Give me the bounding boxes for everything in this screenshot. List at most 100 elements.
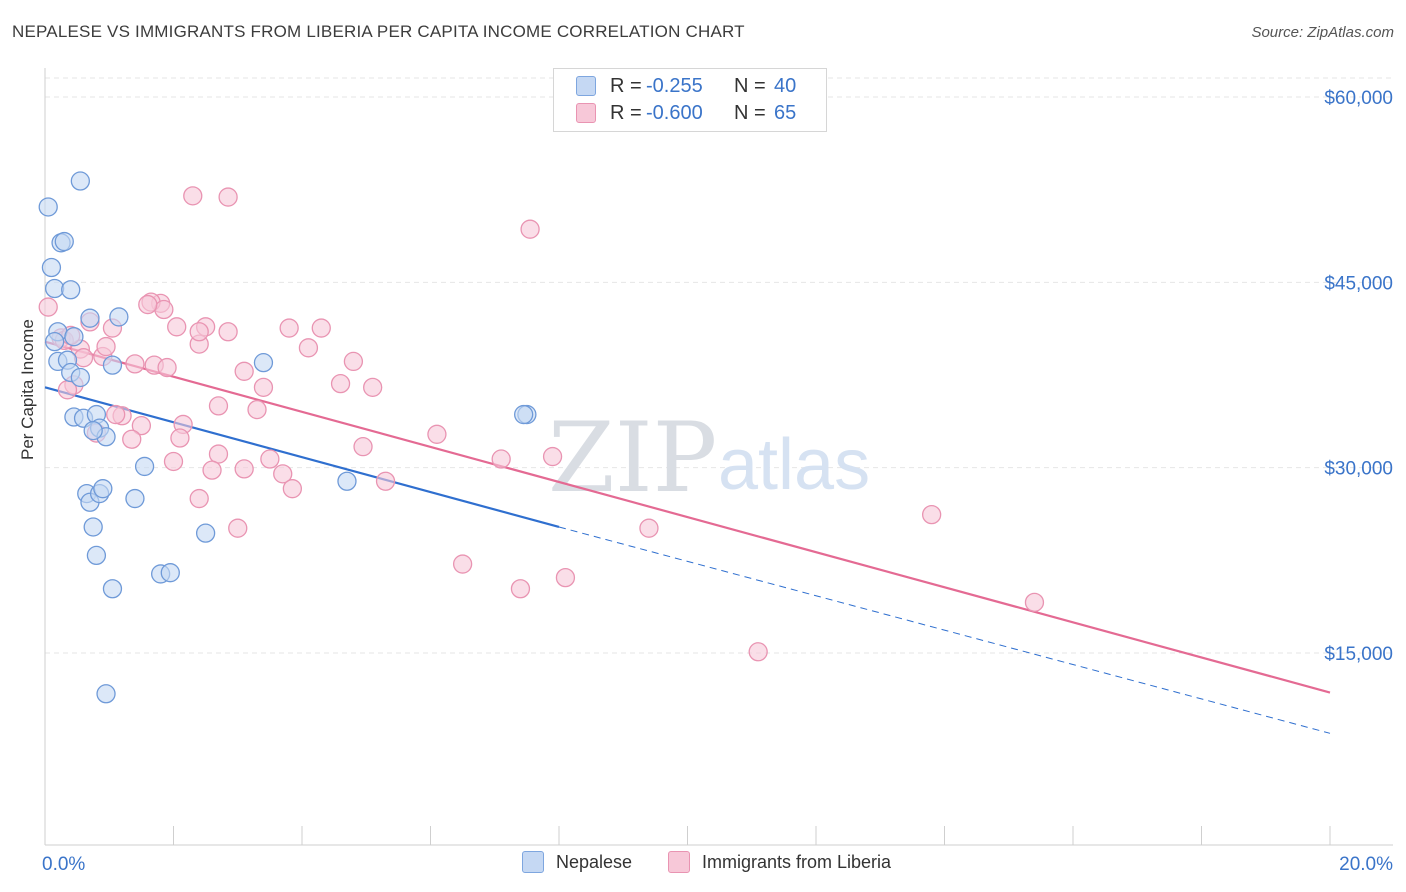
- point-liberia: [427, 424, 447, 444]
- legend-item-nepalese: Nepalese: [522, 851, 632, 873]
- trend-line-nepalese: [44, 386, 560, 529]
- legend-swatch-pink: [668, 851, 690, 873]
- source-label: Source: ZipAtlas.com: [1251, 24, 1394, 41]
- point-liberia: [1024, 592, 1045, 612]
- y-axis-label: Per Capita Income: [18, 319, 37, 460]
- point-liberia: [273, 464, 293, 484]
- legend-swatch-blue: [522, 851, 544, 873]
- point-liberia: [138, 294, 158, 315]
- point-liberia: [218, 322, 238, 342]
- point-liberia: [157, 357, 177, 378]
- point-liberia: [279, 318, 299, 338]
- point-nepalese: [337, 471, 357, 491]
- point-liberia: [330, 373, 351, 394]
- chart-title: NEPALESE VS IMMIGRANTS FROM LIBERIA PER …: [12, 22, 745, 41]
- legend-row-liberia: R = -0.600 N = 65: [576, 101, 796, 125]
- point-liberia: [520, 219, 540, 239]
- point-liberia: [353, 437, 373, 457]
- point-nepalese: [83, 420, 103, 441]
- legend-r-value: -0.255: [646, 74, 703, 97]
- point-liberia: [748, 642, 768, 662]
- watermark-atlas: atlas: [718, 425, 870, 505]
- point-nepalese: [80, 308, 100, 328]
- y-tick-label: $15,000: [1324, 644, 1393, 665]
- x-tick-label: 0.0%: [42, 854, 85, 875]
- point-liberia: [122, 429, 142, 449]
- point-nepalese: [41, 257, 62, 278]
- point-liberia: [375, 471, 396, 491]
- point-nepalese: [160, 563, 180, 583]
- point-liberia: [163, 451, 184, 472]
- point-nepalese: [109, 307, 129, 327]
- point-liberia: [125, 354, 145, 374]
- legend-r-label: R =: [610, 101, 642, 124]
- point-liberia: [491, 449, 511, 469]
- point-liberia: [170, 428, 190, 448]
- legend-r-label: R =: [610, 74, 642, 97]
- point-nepalese: [38, 197, 58, 217]
- point-nepalese: [64, 327, 84, 347]
- point-nepalese: [134, 456, 155, 477]
- point-liberia: [167, 317, 187, 337]
- y-tick-label: $45,000: [1324, 273, 1393, 294]
- point-liberia: [452, 554, 473, 574]
- point-liberia: [202, 460, 222, 480]
- point-nepalese: [61, 280, 81, 300]
- x-tick-label: 20.0%: [1339, 854, 1393, 875]
- point-liberia: [208, 396, 229, 416]
- correlation-legend: R = -0.255 N = 40 R = -0.600 N = 65: [553, 68, 827, 132]
- point-liberia: [208, 444, 229, 464]
- point-liberia: [311, 318, 331, 338]
- point-liberia: [922, 504, 942, 525]
- legend-n-value: 40: [774, 74, 797, 97]
- point-nepalese: [70, 171, 90, 191]
- point-nepalese: [54, 231, 74, 252]
- point-nepalese: [102, 355, 123, 375]
- point-liberia: [247, 399, 267, 420]
- legend-row-nepalese: R = -0.255 N = 40: [576, 74, 796, 98]
- point-nepalese: [125, 488, 145, 509]
- legend-swatch-pink: [576, 103, 596, 123]
- point-nepalese: [96, 684, 116, 704]
- point-liberia: [260, 449, 280, 469]
- point-liberia: [510, 579, 531, 599]
- point-nepalese: [514, 404, 534, 425]
- watermark-zip: ZIP: [548, 402, 717, 514]
- point-nepalese: [102, 579, 123, 599]
- point-liberia: [131, 416, 152, 436]
- point-liberia: [234, 361, 254, 381]
- legend-n-value: 65: [774, 101, 797, 124]
- point-liberia: [542, 446, 563, 467]
- point-nepalese: [93, 479, 113, 499]
- watermark: ZIP atlas: [548, 402, 870, 514]
- trend-line-nepalese-extension: [558, 526, 1331, 734]
- point-liberia: [639, 518, 659, 538]
- point-liberia: [154, 299, 174, 320]
- point-liberia: [218, 187, 238, 207]
- point-liberia: [106, 404, 126, 425]
- point-liberia: [183, 186, 203, 206]
- point-liberia: [96, 336, 116, 357]
- point-liberia: [38, 297, 58, 317]
- point-nepalese: [83, 517, 103, 537]
- point-nepalese: [44, 278, 65, 299]
- point-liberia: [363, 377, 383, 398]
- trend-line-liberia: [44, 340, 1331, 694]
- series-legend: Nepalese Immigrants from Liberia: [0, 851, 1406, 879]
- point-nepalese: [253, 352, 274, 373]
- y-tick-label: $60,000: [1324, 88, 1393, 109]
- point-liberia: [234, 459, 254, 479]
- legend-label-liberia: Immigrants from Liberia: [702, 851, 892, 872]
- point-liberia: [189, 488, 209, 509]
- legend-n-label: N =: [734, 101, 766, 124]
- legend-r-value: -0.600: [646, 101, 703, 124]
- point-nepalese: [70, 367, 90, 388]
- point-nepalese: [44, 331, 65, 352]
- legend-n-label: N =: [734, 74, 766, 97]
- point-nepalese: [86, 545, 107, 566]
- legend-swatch-blue: [576, 76, 596, 96]
- point-liberia: [253, 377, 274, 398]
- point-liberia: [555, 567, 576, 588]
- point-liberia: [282, 479, 303, 499]
- point-liberia: [228, 518, 248, 538]
